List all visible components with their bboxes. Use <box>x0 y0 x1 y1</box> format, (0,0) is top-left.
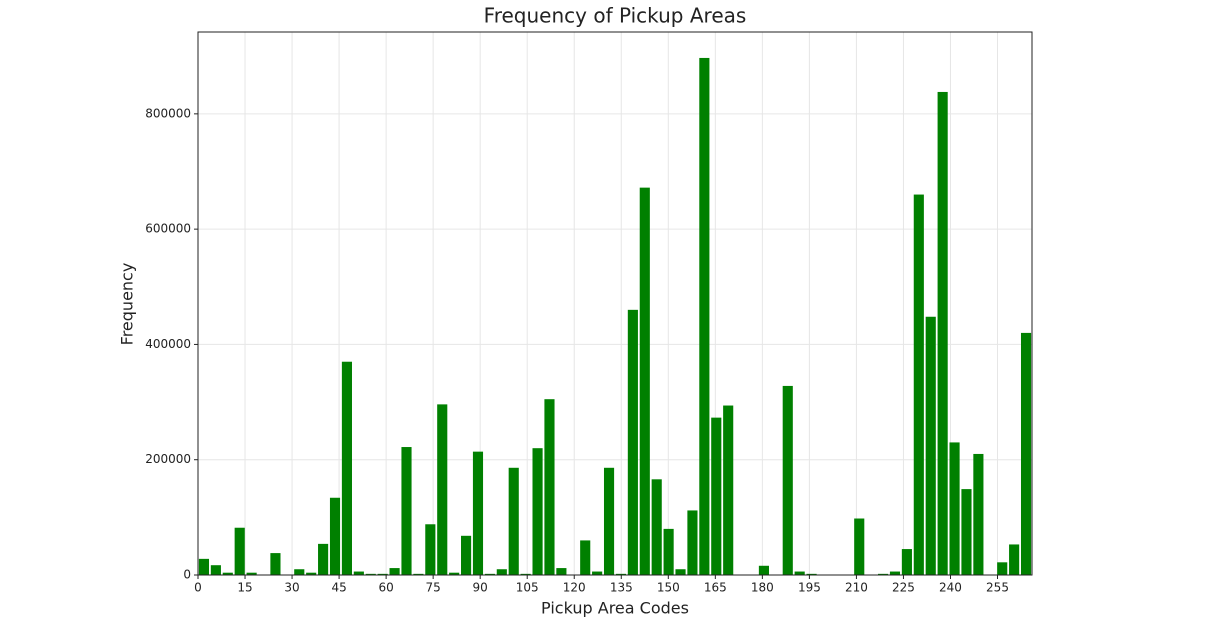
bar <box>365 573 376 575</box>
bar <box>675 569 686 575</box>
x-tick-label: 15 <box>237 581 252 595</box>
x-tick-label: 30 <box>284 581 299 595</box>
x-tick-label: 150 <box>657 581 680 595</box>
bar <box>592 571 603 575</box>
bar <box>663 528 674 575</box>
x-tick-label: 225 <box>892 581 915 595</box>
x-axis-label: Pickup Area Codes <box>541 599 689 618</box>
bar <box>699 57 710 575</box>
bar <box>532 448 543 575</box>
bar <box>341 361 352 575</box>
x-tick-label: 45 <box>331 581 346 595</box>
bar <box>222 572 233 575</box>
plot-frame <box>197 31 1033 576</box>
bar <box>556 568 567 575</box>
bar <box>544 399 555 575</box>
bar <box>854 518 865 575</box>
bar <box>234 527 245 575</box>
bar <box>973 453 984 575</box>
bar <box>484 573 495 575</box>
bar <box>937 91 948 576</box>
bar <box>318 543 329 575</box>
bar <box>603 467 615 575</box>
bar <box>449 572 460 575</box>
bar <box>925 316 936 575</box>
bar <box>997 562 1008 575</box>
x-tick-label: 90 <box>473 581 488 595</box>
bar <box>758 565 769 575</box>
bar <box>794 571 805 575</box>
bar <box>353 571 364 575</box>
bar <box>651 479 662 575</box>
bar <box>401 447 412 575</box>
bar <box>389 568 400 575</box>
bar <box>520 573 531 575</box>
bar <box>711 417 722 575</box>
x-tick-label: 135 <box>610 581 633 595</box>
x-tick-label: 105 <box>516 581 539 595</box>
x-tick-label: 60 <box>378 581 393 595</box>
bar <box>639 187 650 575</box>
bar <box>198 558 210 575</box>
bar <box>580 540 591 575</box>
y-axis-label: Frequency <box>118 263 137 346</box>
bar <box>425 524 436 575</box>
bar <box>246 572 257 575</box>
bar <box>878 573 889 575</box>
x-tick-label: 210 <box>845 581 868 595</box>
bar <box>806 573 817 575</box>
bar <box>496 569 507 575</box>
bar <box>294 569 305 575</box>
x-tick-label: 0 <box>194 581 202 595</box>
bar <box>306 572 317 575</box>
x-tick-label: 255 <box>986 581 1009 595</box>
chart-title: Frequency of Pickup Areas <box>484 4 747 28</box>
y-tick-label: 400000 <box>145 337 191 351</box>
x-tick-label: 195 <box>798 581 821 595</box>
bar <box>913 194 924 575</box>
x-tick-label: 75 <box>426 581 441 595</box>
bar <box>1009 544 1020 575</box>
bar <box>889 571 901 575</box>
y-tick-label: 200000 <box>145 452 191 466</box>
bar <box>901 549 912 575</box>
bar <box>270 553 281 575</box>
bar <box>377 573 388 575</box>
bar <box>329 497 341 575</box>
bar <box>508 467 519 575</box>
y-tick-label: 800000 <box>145 106 191 120</box>
x-tick-label: 120 <box>563 581 586 595</box>
bar <box>627 309 638 575</box>
y-tick-label: 0 <box>183 568 191 582</box>
x-tick-label: 240 <box>939 581 962 595</box>
bar <box>723 405 734 575</box>
bar <box>461 535 472 575</box>
bar <box>615 573 627 575</box>
y-tick-label: 600000 <box>145 222 191 236</box>
bar <box>472 451 484 575</box>
bar <box>1020 332 1032 575</box>
bar <box>961 489 972 575</box>
bar <box>949 442 960 575</box>
bar <box>210 565 221 575</box>
x-tick-label: 165 <box>704 581 727 595</box>
bar <box>413 573 424 575</box>
bar <box>437 404 448 575</box>
bar <box>687 510 698 575</box>
x-tick-label: 180 <box>751 581 774 595</box>
bar <box>782 385 793 575</box>
